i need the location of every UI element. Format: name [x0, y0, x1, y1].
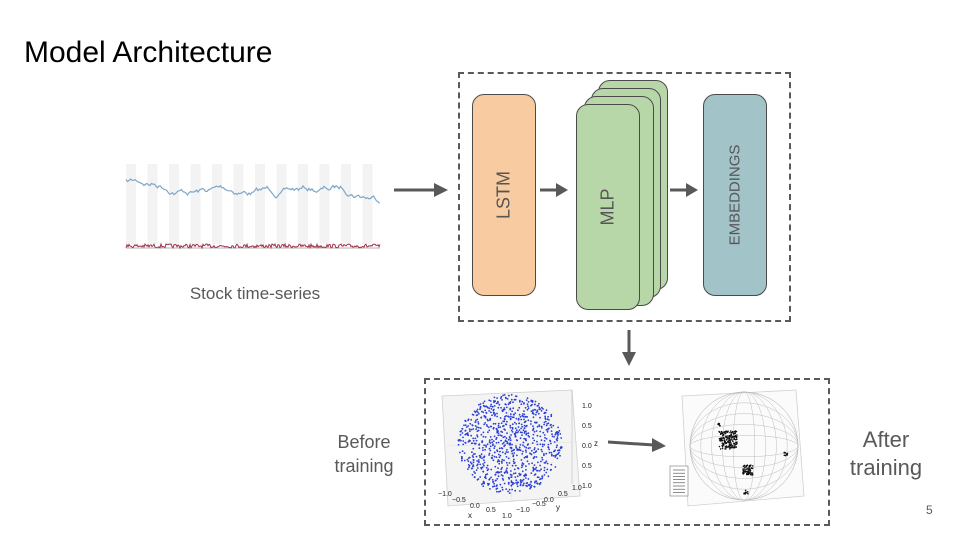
- arrow-lstm-to-mlp: [540, 183, 568, 197]
- arrow-to-results: [622, 330, 636, 366]
- architecture-box: [458, 72, 791, 322]
- sphere-plot-after: [669, 389, 805, 507]
- page-number: 5: [926, 503, 933, 517]
- lstm-label: LSTM: [493, 170, 514, 220]
- x-tick-4: 1.0: [502, 513, 512, 520]
- y-tick-4: 1.0: [572, 485, 582, 492]
- embeddings-block: EMBEDDINGS: [703, 94, 767, 296]
- lstm-block: LSTM: [472, 94, 536, 296]
- embeddings-label: EMBEDDINGS: [726, 144, 744, 246]
- x-axis-label: x: [468, 511, 472, 520]
- y-axis-label: y: [556, 503, 560, 512]
- y-tick-2: 0.0: [544, 497, 554, 504]
- after-training-label: After training: [849, 427, 923, 480]
- z-tick-1: 0.5: [582, 423, 592, 430]
- z-tick-4: 1.0: [582, 483, 592, 490]
- legend-box: [669, 465, 689, 497]
- y-tick-1: −0.5: [532, 501, 546, 508]
- x-tick-1: −0.5: [452, 497, 466, 504]
- mlp-label: MLP: [597, 188, 618, 226]
- x-tick-3: 0.5: [486, 507, 496, 514]
- z-axis-label: z: [594, 439, 598, 448]
- z-tick-2: 0.0: [582, 443, 592, 450]
- z-tick-3: 0.5: [582, 463, 592, 470]
- arrow-to-architecture: [394, 183, 448, 197]
- sphere-plot-before: 1.0 0.5 0.0 0.5 1.0 z −1.0 −0.5 0.0 0.5 …: [438, 389, 598, 520]
- x-tick-2: 0.0: [470, 503, 480, 510]
- page-title: Model Architecture: [24, 36, 273, 69]
- mlp-block: MLP: [576, 104, 640, 310]
- y-tick-3: 0.5: [558, 491, 568, 498]
- results-box: [424, 378, 830, 526]
- y-tick-0: −1.0: [516, 507, 530, 514]
- z-tick-0: 1.0: [582, 403, 592, 410]
- stock-chart-thumbnail: [125, 164, 381, 250]
- arrow-before-to-after: [607, 438, 666, 452]
- x-tick-0: −1.0: [438, 491, 452, 498]
- before-training-label: Before training: [334, 432, 394, 476]
- stock-caption: Stock time-series: [189, 284, 321, 303]
- arrow-mlp-to-embeddings: [670, 183, 698, 197]
